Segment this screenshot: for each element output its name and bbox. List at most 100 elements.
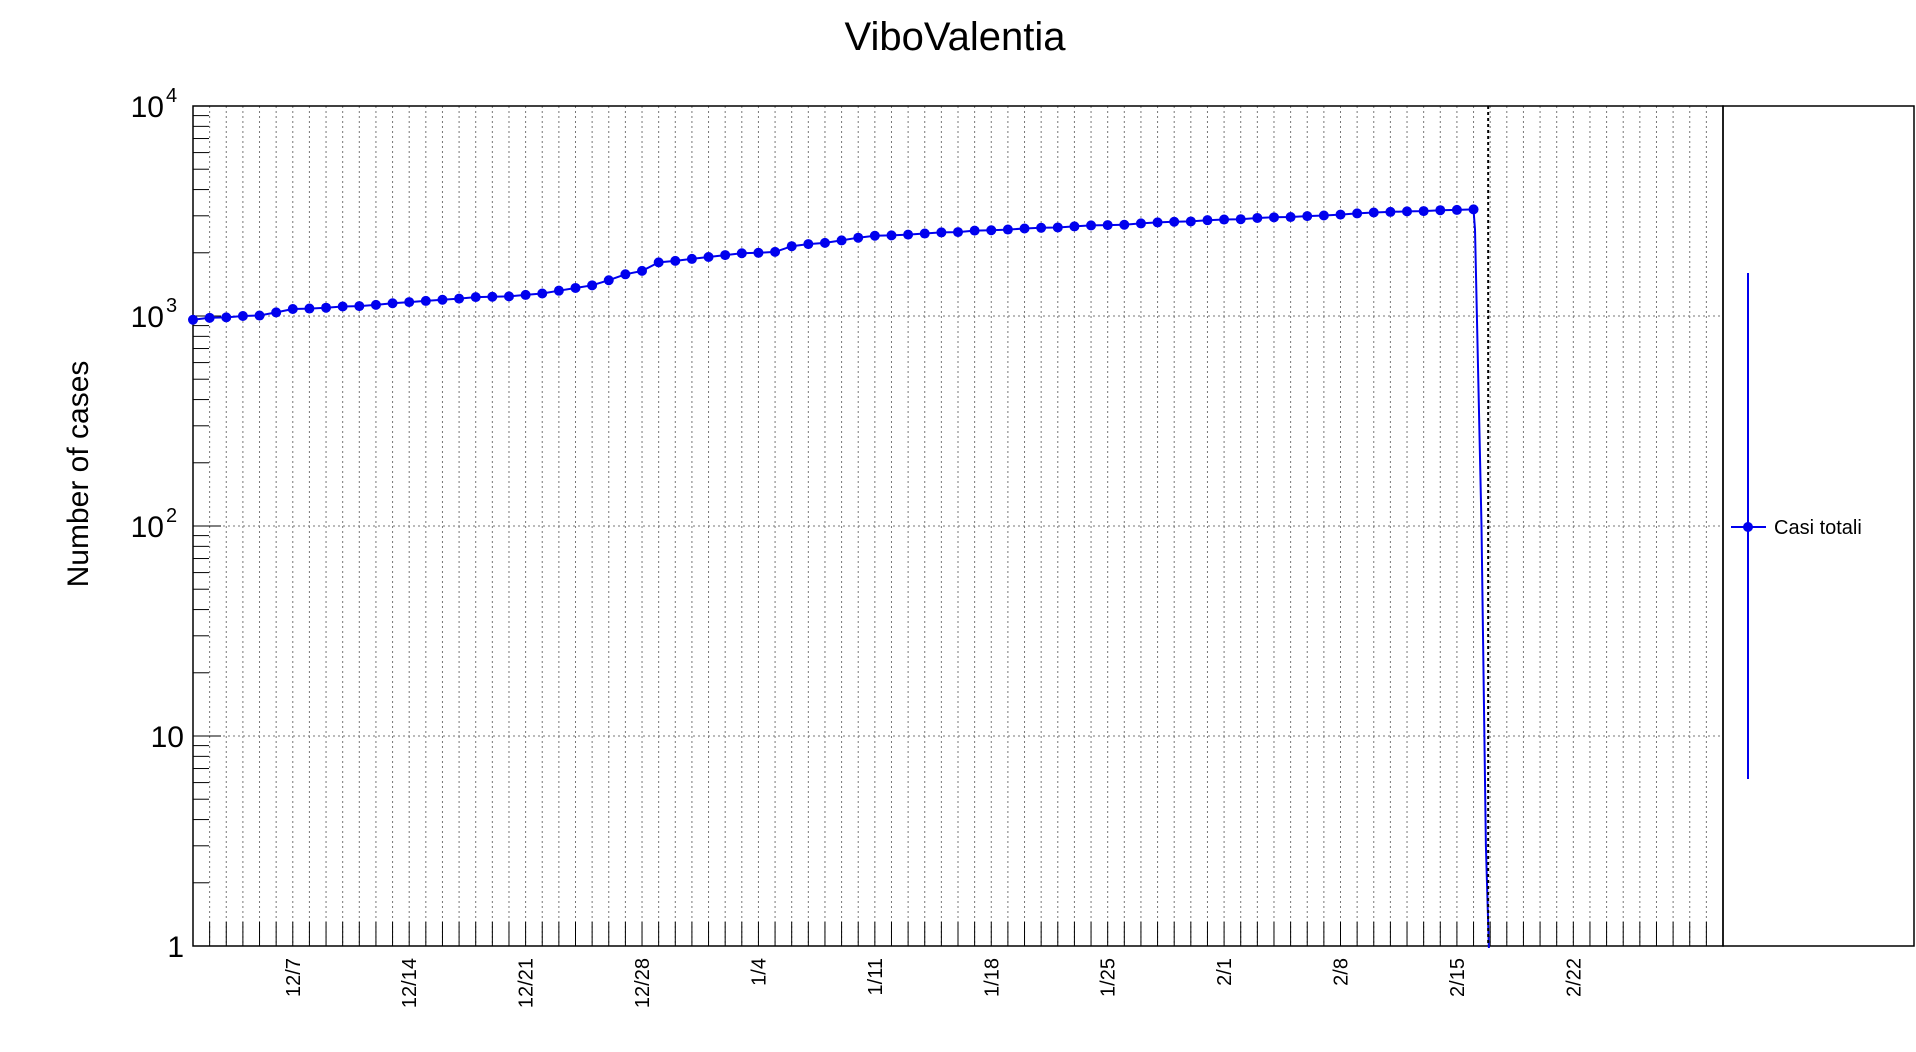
y-tick-label-exponent: 4 bbox=[166, 85, 177, 107]
data-point bbox=[1102, 220, 1113, 231]
data-point bbox=[1418, 206, 1429, 217]
x-tick-label: 2/1 bbox=[1214, 958, 1236, 986]
data-point bbox=[1435, 205, 1446, 216]
data-point bbox=[770, 246, 781, 257]
y-tick-label: 10 bbox=[131, 511, 164, 544]
data-point bbox=[886, 230, 897, 241]
data-point bbox=[1052, 222, 1063, 233]
y-tick-label-exponent: 2 bbox=[166, 505, 177, 527]
data-point bbox=[919, 228, 930, 239]
data-point bbox=[1468, 204, 1479, 215]
data-point bbox=[620, 269, 631, 280]
data-point bbox=[1268, 212, 1279, 223]
data-point bbox=[603, 275, 614, 286]
data-point bbox=[1352, 208, 1363, 219]
data-point bbox=[287, 303, 298, 314]
data-point bbox=[553, 285, 564, 296]
y-tick-label: 10 bbox=[131, 301, 164, 334]
data-point bbox=[753, 247, 764, 258]
data-point bbox=[503, 291, 514, 302]
legend: Casi totali bbox=[1731, 273, 1862, 779]
y-axis-label: Number of cases bbox=[62, 361, 95, 588]
data-point bbox=[387, 298, 398, 309]
x-tick-label: 1/25 bbox=[1098, 958, 1120, 997]
data-point bbox=[969, 225, 980, 236]
data-point bbox=[637, 265, 648, 276]
x-tick-label: 12/28 bbox=[632, 958, 654, 1008]
data-point bbox=[703, 251, 714, 262]
data-point bbox=[686, 253, 697, 264]
data-point bbox=[487, 291, 498, 302]
data-point bbox=[953, 227, 963, 238]
data-point bbox=[587, 280, 598, 291]
data-point bbox=[321, 302, 332, 313]
data-point bbox=[1318, 210, 1329, 221]
x-tick-labels: 12/7 12/14 12/21 12/28 1/4 1/11 1/18 1/25 2/1 2/8… bbox=[283, 958, 1586, 1008]
y-tick-label: 10 bbox=[151, 721, 184, 754]
data-point bbox=[354, 301, 365, 312]
chart-title: ViboValentia bbox=[845, 15, 1067, 59]
data-point bbox=[653, 257, 664, 268]
data-point bbox=[537, 288, 548, 299]
data-point bbox=[986, 225, 997, 236]
x-tick-label: 1/11 bbox=[865, 958, 887, 995]
x-tick-label: 12/7 bbox=[283, 958, 305, 997]
data-point bbox=[1135, 218, 1146, 229]
data-point bbox=[736, 248, 747, 259]
data-point bbox=[304, 303, 315, 314]
data-point bbox=[1152, 217, 1163, 228]
data-point bbox=[1368, 207, 1379, 218]
data-point bbox=[720, 250, 731, 261]
series-casi-totali bbox=[188, 204, 1490, 949]
data-point bbox=[1002, 224, 1013, 235]
x-tick-label: 12/21 bbox=[516, 958, 538, 1008]
data-point bbox=[670, 255, 681, 266]
data-point bbox=[271, 307, 282, 318]
data-point bbox=[1036, 222, 1047, 233]
data-point bbox=[1169, 216, 1180, 227]
x-tick-label: 2/22 bbox=[1563, 958, 1585, 997]
data-point bbox=[370, 299, 381, 310]
data-point bbox=[836, 235, 847, 246]
data-point bbox=[1285, 212, 1296, 223]
data-point bbox=[1019, 223, 1030, 234]
data-point bbox=[188, 314, 198, 325]
data-point bbox=[437, 294, 448, 305]
data-point bbox=[254, 310, 265, 321]
data-point bbox=[936, 227, 947, 238]
data-point bbox=[1385, 206, 1396, 217]
data-point bbox=[1219, 214, 1230, 225]
x-tick-label: 12/14 bbox=[399, 958, 421, 1008]
data-point bbox=[1202, 215, 1213, 226]
y-tick-label-exponent: 3 bbox=[166, 295, 177, 317]
data-point bbox=[404, 297, 415, 308]
data-point bbox=[204, 312, 215, 323]
data-point bbox=[1086, 220, 1097, 231]
series-line bbox=[192, 208, 1490, 949]
data-point bbox=[803, 239, 814, 250]
y-tick-label: 1 bbox=[167, 931, 184, 964]
data-point bbox=[819, 237, 830, 248]
legend-marker bbox=[1743, 522, 1753, 532]
data-point bbox=[853, 232, 864, 243]
axis-ticks bbox=[193, 105, 1707, 947]
data-point bbox=[470, 292, 481, 303]
data-point bbox=[237, 311, 248, 321]
data-point bbox=[1402, 206, 1413, 217]
data-point bbox=[337, 301, 348, 312]
data-point bbox=[1302, 211, 1313, 222]
data-point bbox=[903, 229, 914, 240]
data-point bbox=[570, 282, 581, 293]
legend-box bbox=[1722, 105, 1915, 947]
data-point bbox=[1252, 212, 1263, 223]
data-point bbox=[1069, 221, 1080, 232]
x-tick-label: 2/8 bbox=[1331, 958, 1353, 986]
data-point bbox=[454, 293, 465, 304]
data-point bbox=[1235, 214, 1246, 225]
x-tick-label: 1/18 bbox=[981, 958, 1003, 997]
data-point bbox=[1185, 216, 1196, 227]
data-point bbox=[1119, 219, 1130, 230]
data-point bbox=[221, 312, 232, 323]
